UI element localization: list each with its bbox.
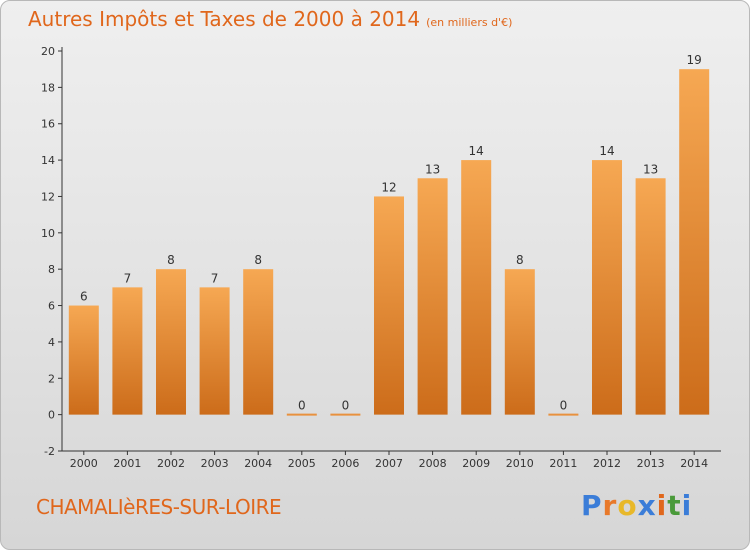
data-label: 7: [211, 271, 219, 285]
data-label: 0: [298, 399, 306, 413]
x-tick-label: 2004: [244, 457, 272, 470]
y-tick-label: 6: [48, 300, 55, 313]
x-tick-label: 2008: [419, 457, 447, 470]
x-tick-label: 2009: [462, 457, 490, 470]
x-tick-label: 2011: [549, 457, 577, 470]
x-tick-label: 2012: [593, 457, 621, 470]
x-tick-label: 2014: [680, 457, 708, 470]
unit-subtitle: (en milliers d'€): [426, 16, 513, 29]
bar: [156, 269, 186, 415]
y-tick-label: 4: [48, 336, 55, 349]
data-label: 14: [469, 144, 484, 158]
data-label: 19: [687, 53, 702, 67]
x-tick-label: 2005: [288, 457, 316, 470]
bar: [112, 287, 143, 415]
x-tick-label: 2001: [113, 457, 141, 470]
x-tick-label: 2000: [70, 457, 98, 470]
y-tick-label: 16: [41, 118, 55, 131]
data-label: 8: [254, 253, 262, 267]
bar: [68, 305, 99, 415]
bar: [417, 178, 448, 415]
x-tick-label: 2007: [375, 457, 403, 470]
y-tick-label: 10: [41, 227, 55, 240]
y-tick-label: 0: [48, 409, 55, 422]
data-label: 6: [80, 290, 88, 304]
y-tick-label: 12: [41, 190, 55, 203]
logo-letter: P: [581, 489, 603, 522]
x-tick-label: 2010: [506, 457, 534, 470]
bar: [199, 287, 230, 415]
bar: [243, 269, 274, 415]
bar: [504, 269, 535, 415]
logo-letter: i: [681, 489, 693, 522]
bar: [635, 178, 666, 415]
logo-letter: o: [617, 489, 638, 522]
data-label: 13: [643, 162, 658, 176]
y-tick-label: 14: [41, 154, 55, 167]
commune-name: CHAMALIèRES-SUR-LOIRE: [36, 495, 282, 519]
data-label: 14: [599, 144, 614, 158]
logo-letter: x: [637, 489, 657, 522]
x-tick-label: 2006: [331, 457, 359, 470]
data-label: 12: [381, 180, 396, 194]
logo-letter: t: [667, 489, 682, 522]
y-tick-label: 8: [48, 263, 55, 276]
chart-title: Autres Impôts et Taxes de 2000 à 2014 (en…: [28, 7, 512, 31]
data-label: 8: [167, 253, 175, 267]
data-label: 8: [516, 253, 524, 267]
bar: [592, 160, 622, 415]
data-label: 7: [124, 271, 132, 285]
proxiti-logo: Proxiti: [581, 489, 692, 522]
bar: [461, 160, 492, 415]
title-text: Autres Impôts et Taxes de 2000 à 2014: [28, 7, 421, 31]
x-tick-label: 2002: [157, 457, 185, 470]
logo-letter: r: [602, 489, 618, 522]
data-label: 0: [342, 399, 350, 413]
x-tick-label: 2013: [637, 457, 665, 470]
y-tick-label: -2: [44, 445, 55, 458]
data-label: 0: [560, 399, 568, 413]
bar: [679, 69, 710, 415]
data-label: 13: [425, 162, 440, 176]
y-tick-label: 20: [41, 45, 55, 58]
x-tick-label: 2003: [201, 457, 229, 470]
bar: [374, 196, 404, 415]
y-tick-label: 18: [41, 81, 55, 94]
y-tick-label: 2: [48, 372, 55, 385]
logo-letter: i: [656, 489, 668, 522]
